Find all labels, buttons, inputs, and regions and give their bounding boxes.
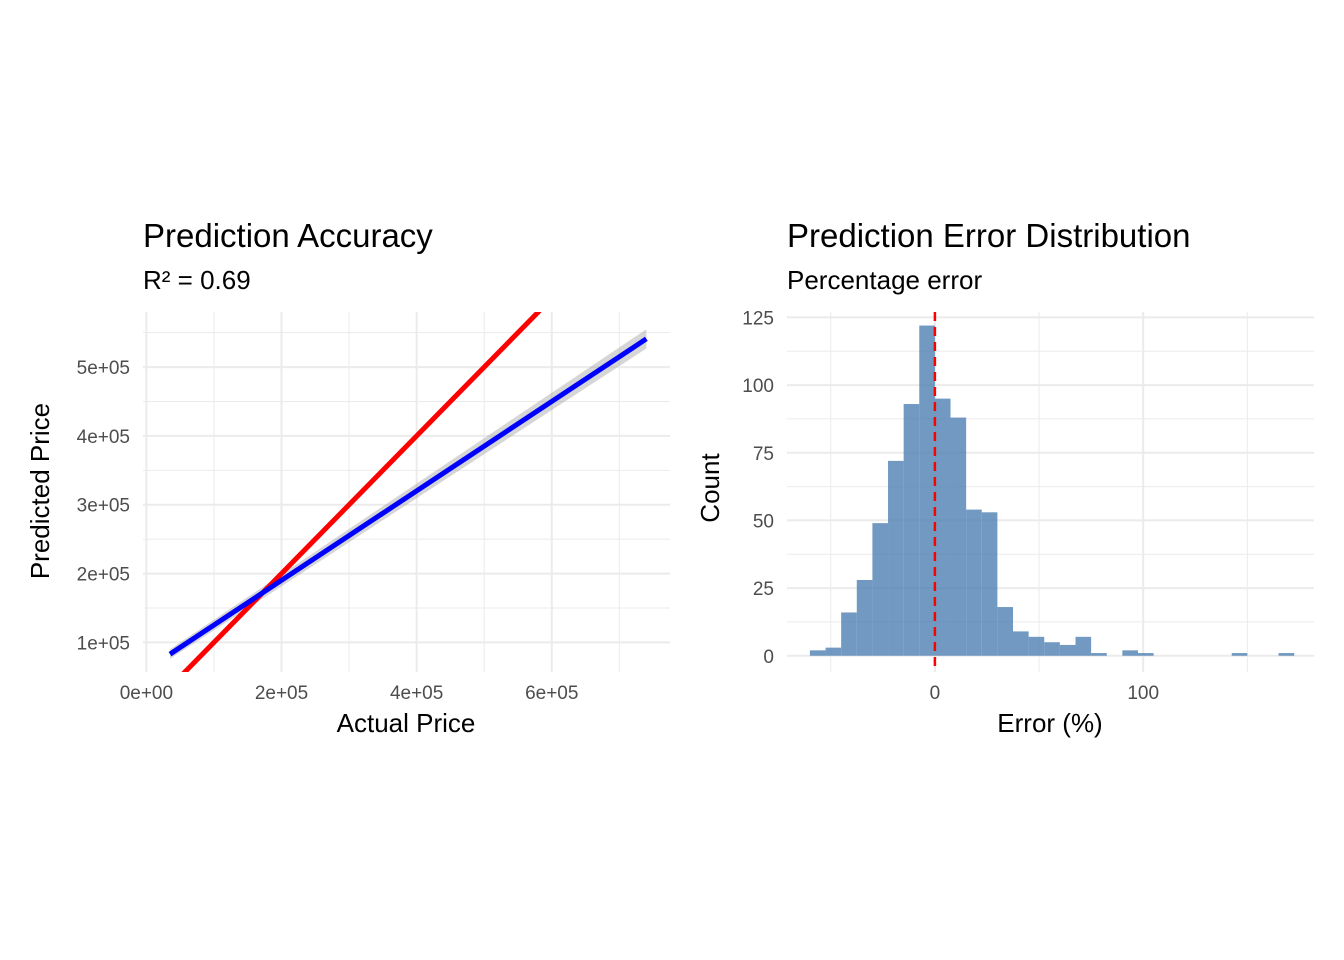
histogram-bar: [1044, 642, 1060, 656]
histogram-bar: [903, 404, 920, 656]
histogram-bar: [997, 607, 1014, 656]
histogram-bar: [919, 325, 935, 656]
y-tick-labels: 0 25 50 75 100 125: [742, 308, 774, 667]
histogram-bar: [1091, 653, 1107, 656]
fit-line: [168, 336, 648, 657]
x-tick-label: 4e+05: [390, 683, 443, 704]
grid: [787, 312, 1314, 672]
x-tick-labels: 0 100: [930, 683, 1159, 704]
x-tick-label: 100: [1127, 683, 1159, 704]
y-tick-label: 0: [763, 647, 774, 668]
x-tick-label: 0e+00: [120, 683, 173, 704]
y-tick-labels: 1e+05 2e+05 3e+05 4e+05 5e+05: [77, 358, 130, 654]
histogram-bar: [1059, 644, 1076, 656]
x-tick-label: 6e+05: [525, 683, 578, 704]
x-tick-labels: 0e+00 2e+05 4e+05 6e+05: [120, 683, 579, 704]
histogram-bar: [872, 523, 889, 656]
histogram-bar: [1231, 653, 1248, 656]
y-tick-label: 1e+05: [77, 633, 130, 654]
histogram-bar: [809, 650, 826, 656]
histogram-bar: [1075, 636, 1092, 656]
y-tick-label: 25: [753, 579, 774, 600]
y-axis-title: Predicted Price: [25, 403, 55, 579]
y-tick-label: 50: [753, 511, 774, 532]
chart-subtitle: Percentage error: [787, 265, 982, 295]
chart-title: Prediction Accuracy: [143, 217, 433, 254]
histogram-bar: [856, 579, 873, 656]
grid: [143, 312, 670, 672]
y-tick-label: 3e+05: [77, 496, 130, 517]
histogram-bar: [950, 417, 967, 656]
histogram-bar: [1013, 631, 1029, 656]
chart-subtitle: R² = 0.69: [143, 265, 251, 295]
histogram-bar: [888, 460, 904, 656]
y-tick-label: 125: [742, 308, 774, 329]
prediction-accuracy-panel: Prediction Accuracy R² = 0.69 0e+00 2e+05…: [25, 217, 670, 738]
y-tick-label: 75: [753, 444, 774, 465]
x-axis-title: Actual Price: [337, 708, 476, 738]
histogram-bar: [981, 512, 998, 656]
histogram-bar: [1122, 650, 1138, 656]
y-tick-label: 100: [742, 376, 774, 397]
histogram-bar: [934, 398, 951, 656]
y-tick-label: 5e+05: [77, 358, 130, 379]
histogram-bar: [1028, 636, 1045, 656]
identity-line: [181, 312, 542, 672]
histogram-bar: [841, 612, 857, 656]
x-tick-label: 0: [930, 683, 941, 704]
histogram-bar: [1137, 653, 1154, 656]
y-tick-label: 4e+05: [77, 427, 130, 448]
y-axis-title: Count: [695, 453, 725, 523]
x-axis-title: Error (%): [997, 708, 1102, 738]
histogram-bars: [809, 325, 1295, 656]
x-tick-label: 2e+05: [255, 683, 308, 704]
error-distribution-panel: Prediction Error Distribution Percentage…: [695, 217, 1314, 738]
chart-title: Prediction Error Distribution: [787, 217, 1190, 254]
histogram-bar: [825, 647, 842, 656]
series-lines: [168, 312, 648, 672]
histogram-bar: [966, 509, 982, 656]
y-tick-label: 2e+05: [77, 565, 130, 586]
histogram-bar: [1278, 653, 1295, 656]
